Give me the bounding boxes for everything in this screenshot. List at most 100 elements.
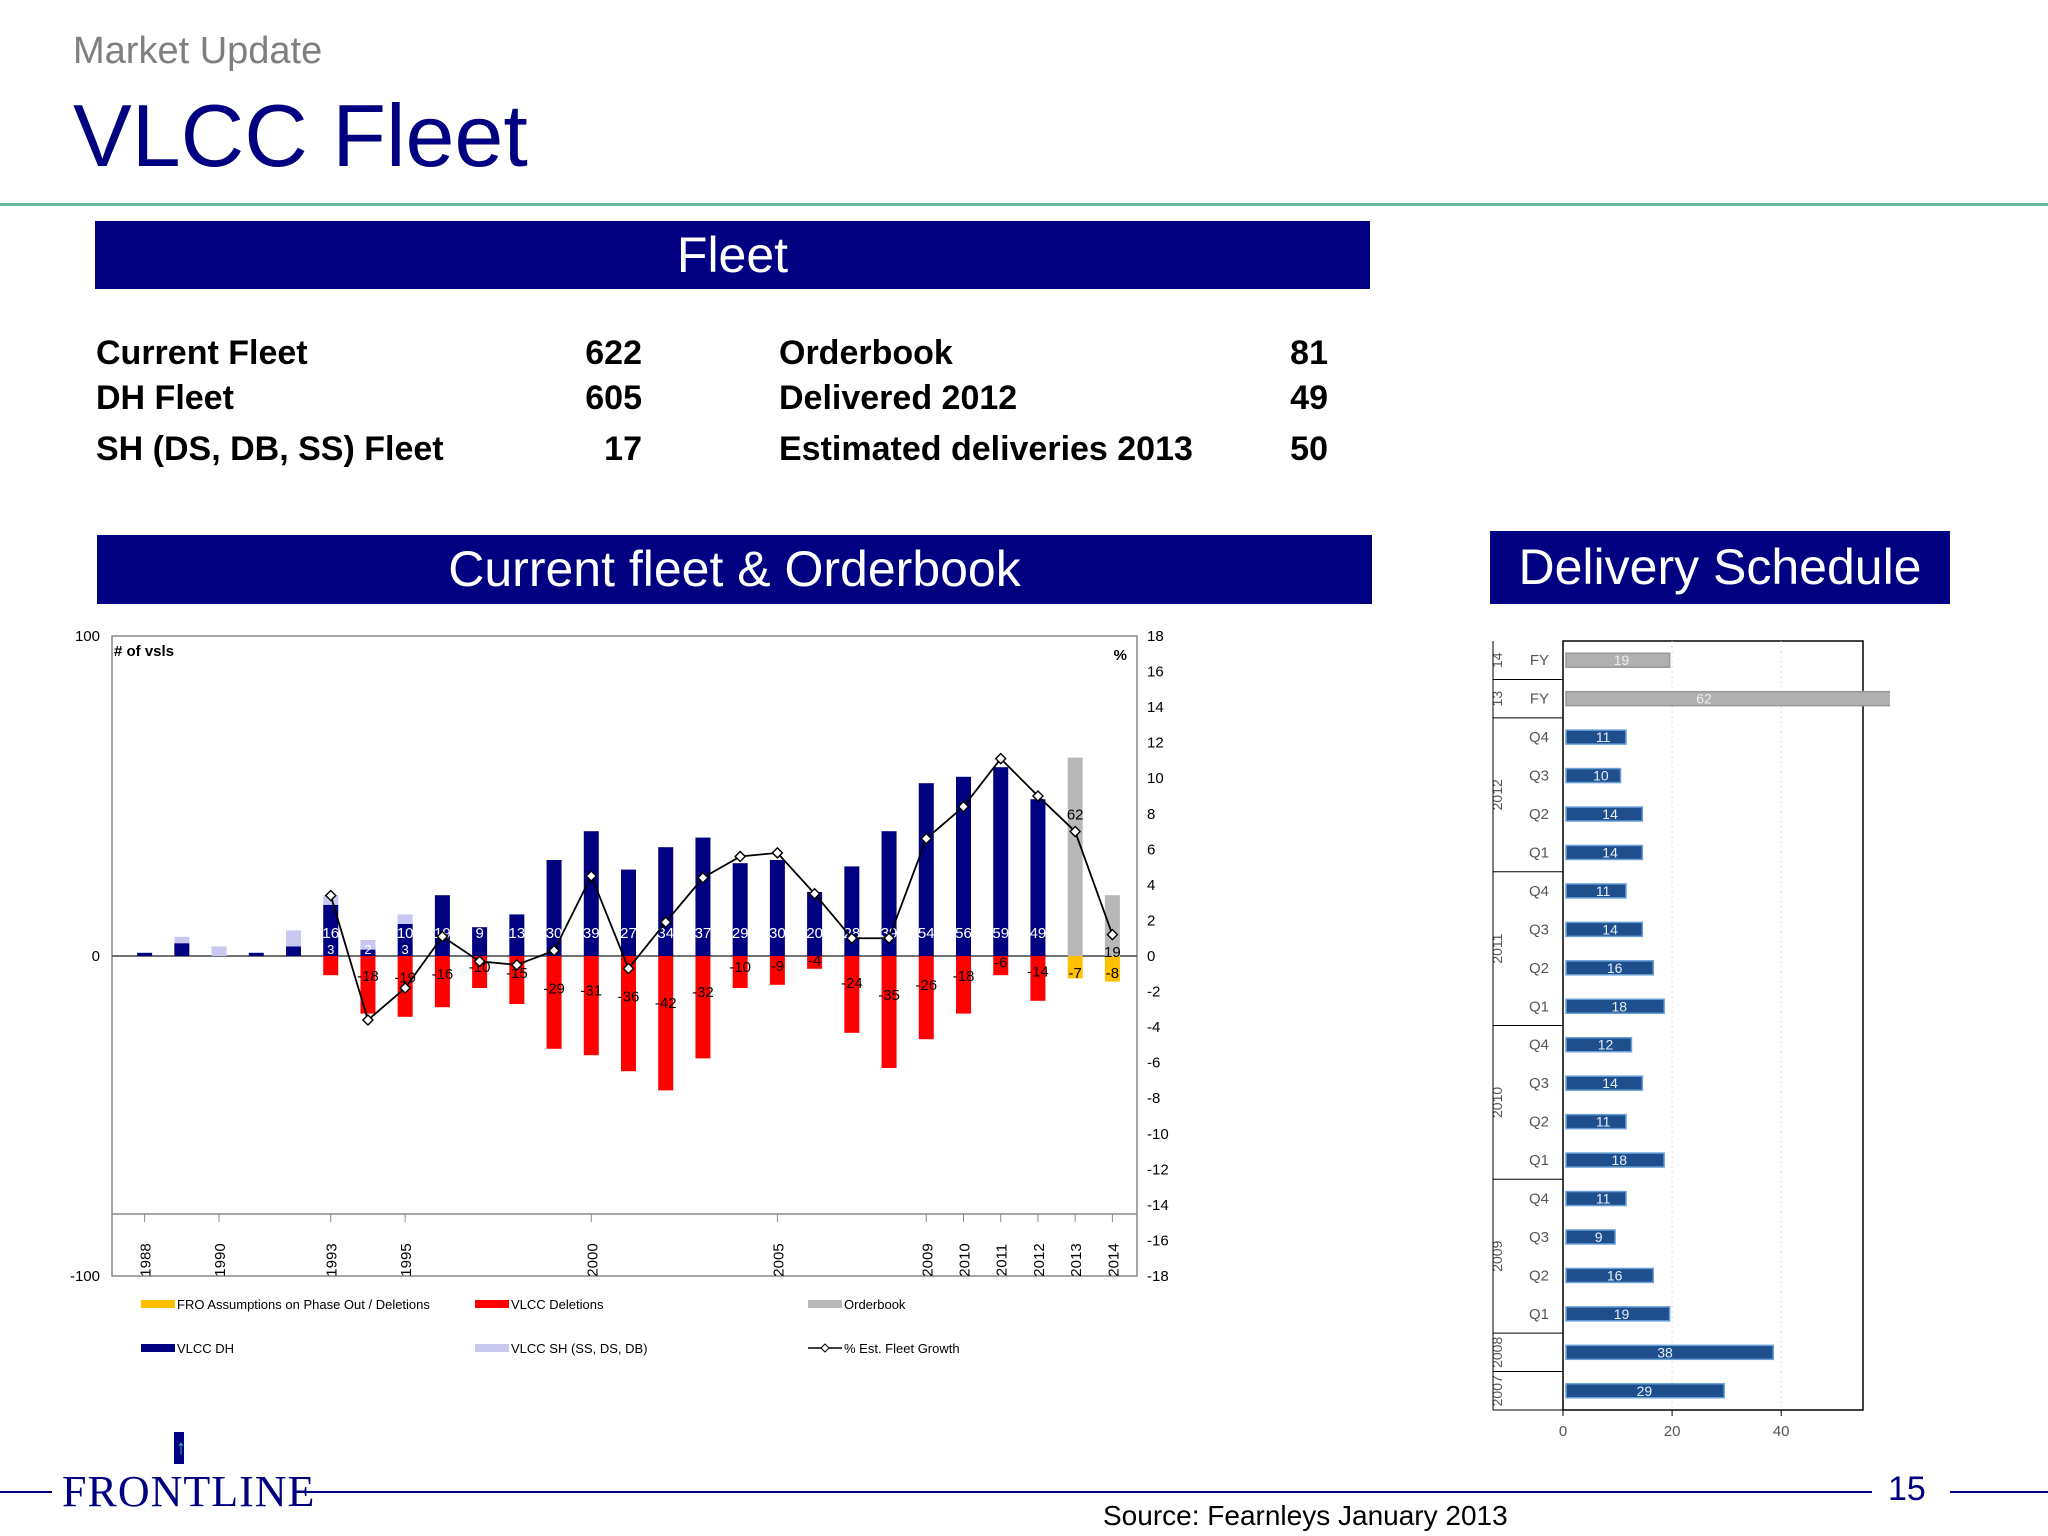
x-tick-label: 1990	[212, 1243, 229, 1276]
data-label-deletions: -31	[580, 983, 602, 1000]
group-label: 2007	[1489, 1375, 1505, 1406]
growth-point	[920, 832, 933, 845]
data-label-deletions: -42	[655, 995, 677, 1012]
delivery-bar-label: 12	[1598, 1037, 1614, 1053]
source-note: Source: Fearnleys January 2013	[1103, 1500, 1508, 1531]
delivery-bar	[1565, 1229, 1616, 1245]
x-tick-label: 1993	[324, 1243, 341, 1276]
delivery-bar	[1565, 806, 1644, 822]
right-tick-label: -10	[1147, 1126, 1169, 1143]
data-label-dh: 13	[508, 925, 525, 942]
data-label-deletions: -14	[1027, 964, 1049, 981]
bar-deletions	[695, 956, 711, 1059]
group-label: 13	[1489, 691, 1505, 707]
growth-point	[548, 944, 561, 957]
plot-area	[1562, 640, 1864, 1411]
page-title: VLCC Fleet	[73, 86, 528, 185]
right-tick-label: -16	[1147, 1232, 1169, 1249]
delivery-bar	[1565, 1190, 1627, 1207]
right-tick-label: 6	[1147, 841, 1155, 858]
bar-vlcc-dh	[769, 860, 785, 956]
bar-vlcc-sh	[174, 936, 190, 944]
row-label: Q1	[1529, 998, 1549, 1015]
bar-deletions	[993, 956, 1009, 976]
bar-deletions	[844, 956, 860, 1033]
group-label: 2010	[1489, 1087, 1505, 1118]
right-tick-label: -4	[1147, 1019, 1160, 1036]
x-tick-label: 2014	[1105, 1243, 1122, 1276]
bar-deletions	[546, 956, 562, 1049]
right-tick-label: 10	[1147, 770, 1164, 787]
bar-vlcc-dh	[137, 952, 153, 956]
legend-label: VLCC Deletions	[511, 1297, 604, 1312]
right-tick-label: 0	[1147, 948, 1155, 965]
row-label: Q2	[1529, 806, 1549, 823]
bar-vlcc-sh	[360, 940, 376, 950]
data-label-dh: 20	[806, 925, 823, 942]
row-label: Q3	[1529, 768, 1549, 785]
right-tick-label: 8	[1147, 806, 1155, 823]
fleet-heading: Fleet	[95, 221, 1370, 289]
data-label-dh: 39	[583, 925, 600, 942]
growth-point	[771, 846, 784, 859]
data-label-deletions: -29	[543, 980, 565, 997]
data-label-sh: 2	[364, 942, 371, 957]
growth-point	[1069, 825, 1082, 838]
stat-label: DH Fleet	[96, 379, 234, 417]
bar-vlcc-dh	[918, 783, 934, 956]
bar-vlcc-dh	[174, 943, 190, 956]
delivery-bar-label: 19	[1614, 652, 1630, 668]
right-tick-label: 12	[1147, 735, 1164, 752]
right-tick-label: -8	[1147, 1090, 1160, 1107]
row-label: Q4	[1529, 883, 1549, 900]
bar-vlcc-dh	[807, 892, 823, 956]
x-tick-label: 2011	[994, 1244, 1011, 1276]
data-label-deletions: -26	[915, 977, 937, 994]
footer-line-left	[0, 1491, 52, 1493]
growth-point	[957, 800, 970, 813]
growth-point	[883, 932, 896, 945]
row-label: Q2	[1529, 1114, 1549, 1131]
orderbook-heading: Current fleet & Orderbook	[97, 535, 1372, 604]
data-label-dh: 49	[1030, 925, 1047, 942]
data-label-sh: 3	[402, 942, 409, 957]
stat-value: 622	[585, 334, 642, 372]
delivery-bar	[1565, 1344, 1775, 1361]
data-label-dh: 30	[546, 925, 563, 942]
right-tick-label: -6	[1147, 1055, 1160, 1072]
delivery-bar-label: 14	[1602, 844, 1618, 860]
group-label: 2009	[1489, 1240, 1505, 1271]
bar-deletions	[732, 956, 748, 988]
bar-orderbook	[1104, 895, 1120, 956]
bar-deletions	[658, 956, 674, 1091]
delivery-bar	[1565, 767, 1622, 784]
delivery-bar	[1565, 1267, 1655, 1284]
row-label: Q3	[1529, 1229, 1549, 1246]
data-label-deletions: -4	[808, 952, 821, 969]
data-label-dh: 56	[955, 925, 972, 942]
logo-arrow-icon: ↑	[176, 1437, 186, 1459]
group-label: 2008	[1489, 1337, 1505, 1368]
left-tick-label: -100	[70, 1268, 100, 1285]
delivery-bar-label: 14	[1602, 1075, 1618, 1091]
data-label-deletions: -6	[994, 955, 1007, 972]
growth-point	[994, 752, 1007, 765]
right-tick-label: 16	[1147, 664, 1164, 681]
growth-point	[585, 870, 598, 882]
x-tick-label: 2009	[919, 1243, 936, 1276]
delivery-bar	[1565, 1383, 1725, 1399]
data-label-deletions: -35	[878, 987, 900, 1004]
stat-value: 49	[1290, 379, 1328, 417]
right-tick-label: -14	[1147, 1197, 1169, 1214]
stat-label: SH (DS, DB, SS) Fleet	[96, 430, 444, 468]
row-label: FY	[1530, 691, 1549, 708]
bar-vlcc-dh	[546, 860, 562, 956]
delivery-bar-label: 62	[1696, 691, 1712, 707]
growth-point	[1106, 928, 1119, 941]
bar-deletions	[807, 956, 823, 969]
bar-vlcc-dh	[732, 863, 748, 956]
legend-swatch	[475, 1344, 509, 1352]
growth-point	[510, 958, 523, 971]
legend-label: FRO Assumptions on Phase Out / Deletions	[177, 1297, 430, 1312]
bar-deletions	[1030, 956, 1046, 1001]
